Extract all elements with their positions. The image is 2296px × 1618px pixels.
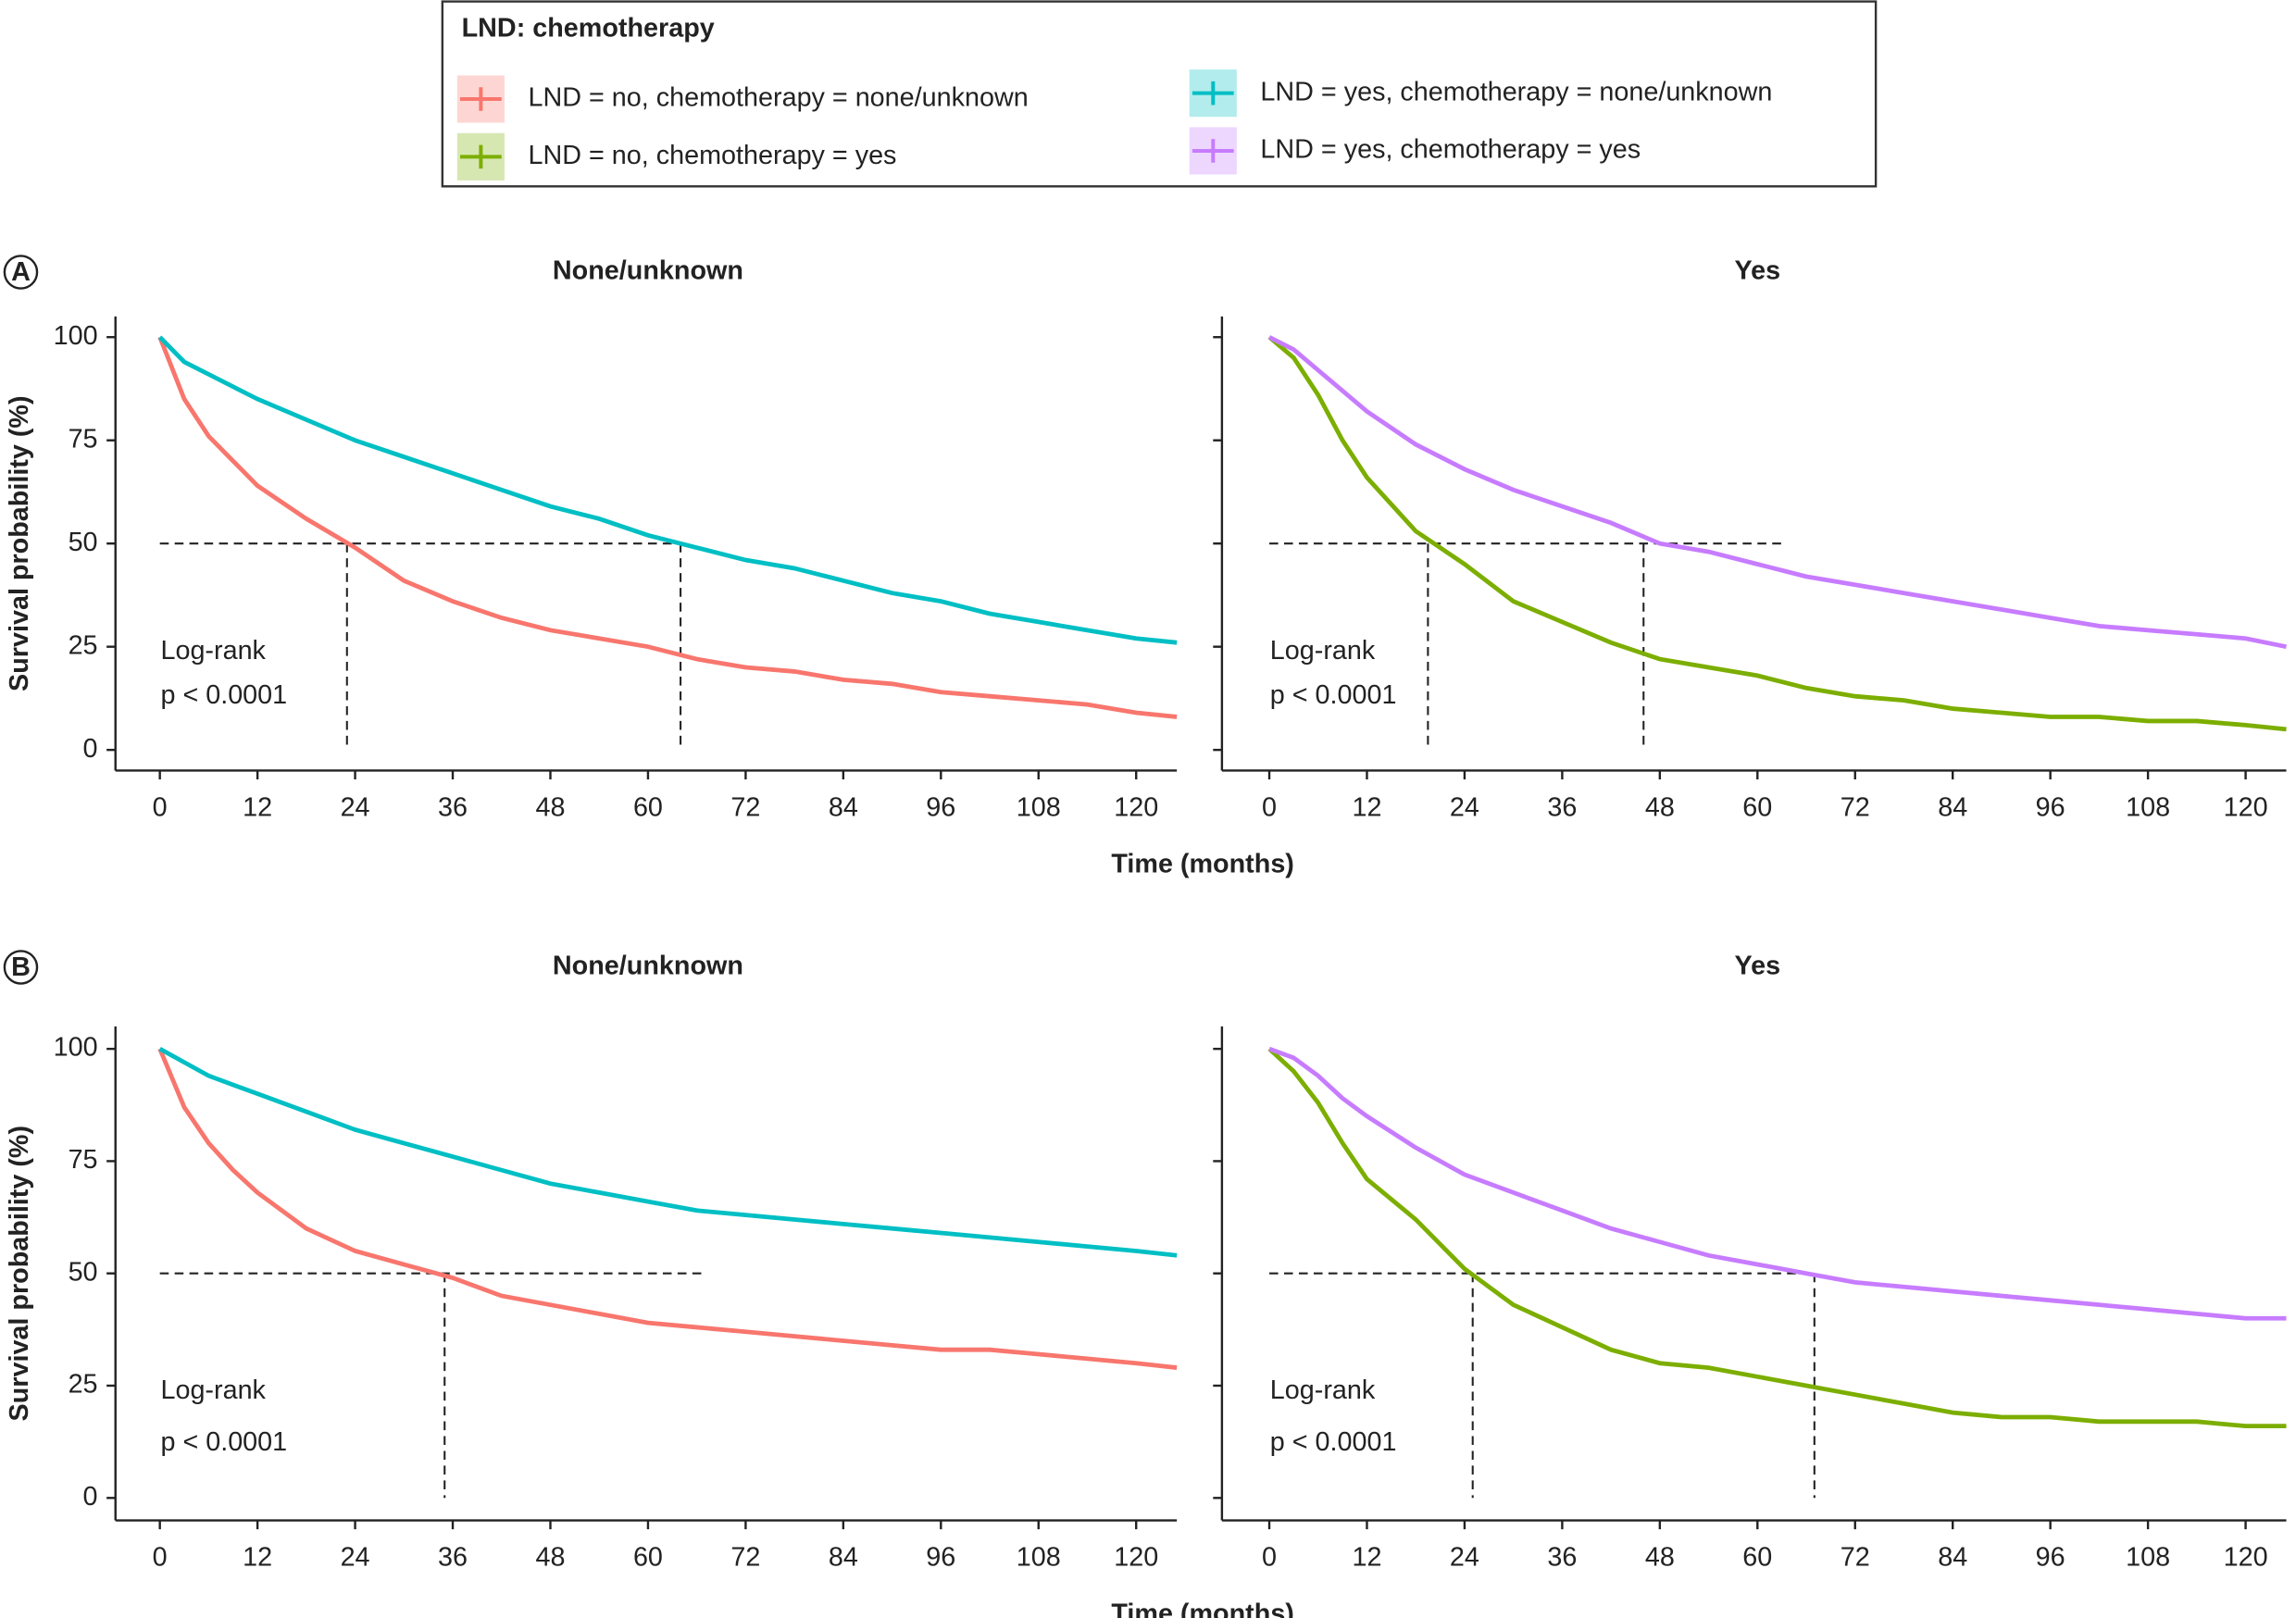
x-tick-label: 120 (2224, 793, 2268, 823)
x-tick-label: 72 (1841, 1543, 1870, 1573)
y-axis-label: Survival probability (%) (5, 1126, 34, 1422)
y-tick-label: 25 (69, 1370, 98, 1400)
x-tick-label: 108 (1017, 793, 1061, 823)
x-tick-label: 36 (438, 793, 468, 823)
x-tick-label: 108 (1017, 1543, 1061, 1573)
annotation: p < 0.0001 (1270, 1427, 1397, 1457)
x-tick-label: 84 (829, 1543, 858, 1573)
x-tick-label: 96 (926, 793, 955, 823)
x-tick-label: 108 (2126, 793, 2170, 823)
x-tick-label: 0 (153, 793, 168, 823)
x-tick-label: 12 (243, 1543, 272, 1573)
y-tick-label: 100 (54, 321, 98, 351)
x-tick-label: 0 (1262, 793, 1277, 823)
x-tick-label: 96 (2036, 793, 2065, 823)
annotation: Log-rank (1270, 1375, 1376, 1405)
x-tick-label: 60 (633, 1543, 663, 1573)
survival-curve (158, 1047, 1178, 1258)
x-tick-label: 24 (1450, 793, 1479, 823)
x-tick-label: 120 (2224, 1543, 2268, 1573)
x-tick-label: 24 (341, 1543, 370, 1573)
legend-label: LND = yes, chemotherapy = none/unknown (1260, 77, 1772, 106)
y-axis-label: Survival probability (%) (5, 395, 34, 691)
y-tick-label: 50 (69, 528, 98, 557)
x-tick-label: 60 (633, 793, 663, 823)
x-tick-label: 0 (1262, 1543, 1277, 1573)
panel-title: None/unknown (553, 952, 743, 981)
survival-curve (1268, 1046, 2287, 1321)
x-tick-label: 12 (1352, 1543, 1381, 1573)
annotation: Log-rank (1270, 636, 1376, 666)
panel-circle (3, 255, 39, 290)
x-tick-label: 36 (1547, 793, 1577, 823)
x-tick-label: 108 (2126, 1543, 2170, 1573)
x-tick-label: 48 (1645, 1543, 1675, 1573)
panel-title: Yes (1735, 256, 1781, 286)
x-tick-label: 48 (1645, 793, 1675, 823)
panel-title: None/unknown (553, 256, 743, 286)
x-tick-label: 96 (926, 1543, 955, 1573)
x-tick-label: 0 (153, 1543, 168, 1573)
x-tick-label: 84 (1938, 1543, 1967, 1573)
x-tick-label: 48 (535, 1543, 565, 1573)
x-tick-label: 84 (1938, 793, 1967, 823)
x-tick-label: 120 (1114, 1543, 1158, 1573)
panel-title: Yes (1735, 952, 1781, 981)
y-tick-label: 75 (69, 424, 98, 454)
legend-label: LND = no, chemotherapy = none/unknown (529, 83, 1029, 113)
x-tick-label: 72 (1841, 793, 1870, 823)
x-tick-label: 84 (829, 793, 858, 823)
legend-box (441, 0, 1878, 188)
annotation: p < 0.0001 (160, 680, 287, 710)
x-axis-label: Time (months) (1111, 849, 1294, 878)
x-tick-label: 36 (438, 1543, 468, 1573)
x-tick-label: 24 (341, 793, 370, 823)
survival-curve (1267, 335, 2287, 650)
y-tick-label: 25 (69, 630, 98, 660)
survival-curve (157, 1048, 1178, 1370)
x-tick-label: 12 (243, 793, 272, 823)
survival-curve (157, 335, 1178, 645)
x-tick-label: 12 (1352, 793, 1381, 823)
x-tick-label: 24 (1450, 1543, 1479, 1573)
annotation: p < 0.0001 (1270, 680, 1397, 710)
y-tick-label: 0 (83, 734, 98, 764)
x-tick-label: 72 (730, 1543, 760, 1573)
survival-curve (1267, 335, 2287, 732)
legend-label: LND = no, chemotherapy = yes (529, 141, 897, 170)
survival-curve (157, 336, 1178, 719)
x-tick-label: 72 (730, 793, 760, 823)
survival-curve (1267, 1047, 2287, 1429)
panel-label: B (11, 952, 31, 982)
legend-label: LND = yes, chemotherapy = yes (1260, 135, 1641, 165)
y-tick-label: 50 (69, 1257, 98, 1287)
panel-label: A (11, 257, 31, 287)
x-tick-label: 96 (2036, 1543, 2065, 1573)
annotation: p < 0.0001 (160, 1427, 287, 1457)
y-tick-label: 0 (83, 1482, 98, 1512)
annotation: Log-rank (160, 1375, 266, 1405)
x-tick-label: 48 (535, 793, 565, 823)
x-tick-label: 60 (1742, 1543, 1772, 1573)
x-tick-label: 36 (1547, 1543, 1577, 1573)
x-tick-label: 60 (1742, 793, 1772, 823)
legend-title: LND: chemotherapy (462, 14, 715, 44)
y-tick-label: 100 (54, 1033, 98, 1063)
annotation: Log-rank (160, 636, 266, 666)
x-tick-label: 120 (1114, 793, 1158, 823)
x-axis-label: Time (months) (1111, 1599, 1294, 1618)
panel-circle (3, 950, 39, 985)
y-tick-label: 75 (69, 1145, 98, 1175)
